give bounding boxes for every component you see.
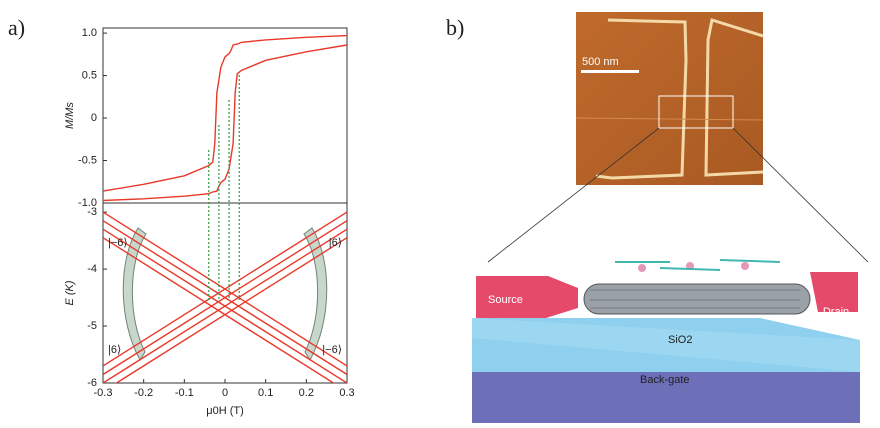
state-label: |−6⟩ bbox=[322, 344, 342, 356]
data-line bbox=[102, 44, 348, 202]
series-group bbox=[103, 211, 347, 383]
y-tick-label: -6 bbox=[87, 377, 97, 389]
x-tick-label: -0.3 bbox=[94, 387, 113, 399]
device-schematic: Source Drain SiO2 Back-gate bbox=[472, 259, 860, 423]
x-tick-label: 0.2 bbox=[299, 387, 314, 399]
x-axis-label: μ0H (T) bbox=[206, 405, 244, 417]
plot-frame bbox=[102, 27, 348, 204]
x-tick-label: -0.1 bbox=[175, 387, 194, 399]
gate-label: Back-gate bbox=[640, 374, 690, 386]
panel-label: b) bbox=[446, 15, 464, 40]
y-tick-label: -3 bbox=[87, 206, 97, 218]
y-tick-label: -4 bbox=[87, 263, 97, 275]
state-label: |−6⟩ bbox=[108, 237, 128, 249]
series-group bbox=[102, 34, 348, 202]
x-tick-label: -0.2 bbox=[134, 387, 153, 399]
drain-label: Drain bbox=[823, 306, 849, 318]
panel-label: a) bbox=[8, 15, 25, 40]
y-axis-label: M/Ms bbox=[64, 102, 76, 129]
data-line bbox=[103, 220, 347, 376]
state-label: |6⟩ bbox=[329, 237, 342, 249]
data-line bbox=[103, 228, 347, 383]
y-tick-label: 0.5 bbox=[82, 69, 97, 81]
data-line bbox=[103, 211, 347, 367]
y-tick-label: -1.0 bbox=[78, 197, 97, 209]
x-tick-label: 0.3 bbox=[339, 387, 354, 399]
y-tick-label: -5 bbox=[87, 320, 97, 332]
source-label: Source bbox=[488, 294, 523, 306]
transition-arrows bbox=[122, 227, 328, 361]
y-tick-label: 1.0 bbox=[82, 27, 97, 39]
y-tick-label: 0 bbox=[91, 112, 97, 124]
y-tick-label: -0.5 bbox=[78, 154, 97, 166]
y-axis-label: E (K) bbox=[64, 280, 76, 305]
x-tick-label: 0 bbox=[222, 387, 228, 399]
oxide-label: SiO2 bbox=[668, 334, 692, 346]
afm-image: 500 nm bbox=[487, 12, 869, 263]
data-line bbox=[115, 237, 347, 383]
data-line bbox=[102, 34, 348, 192]
x-tick-label: 0.1 bbox=[258, 387, 273, 399]
scale-bar-label: 500 nm bbox=[582, 56, 619, 68]
state-label: |6⟩ bbox=[108, 344, 121, 356]
